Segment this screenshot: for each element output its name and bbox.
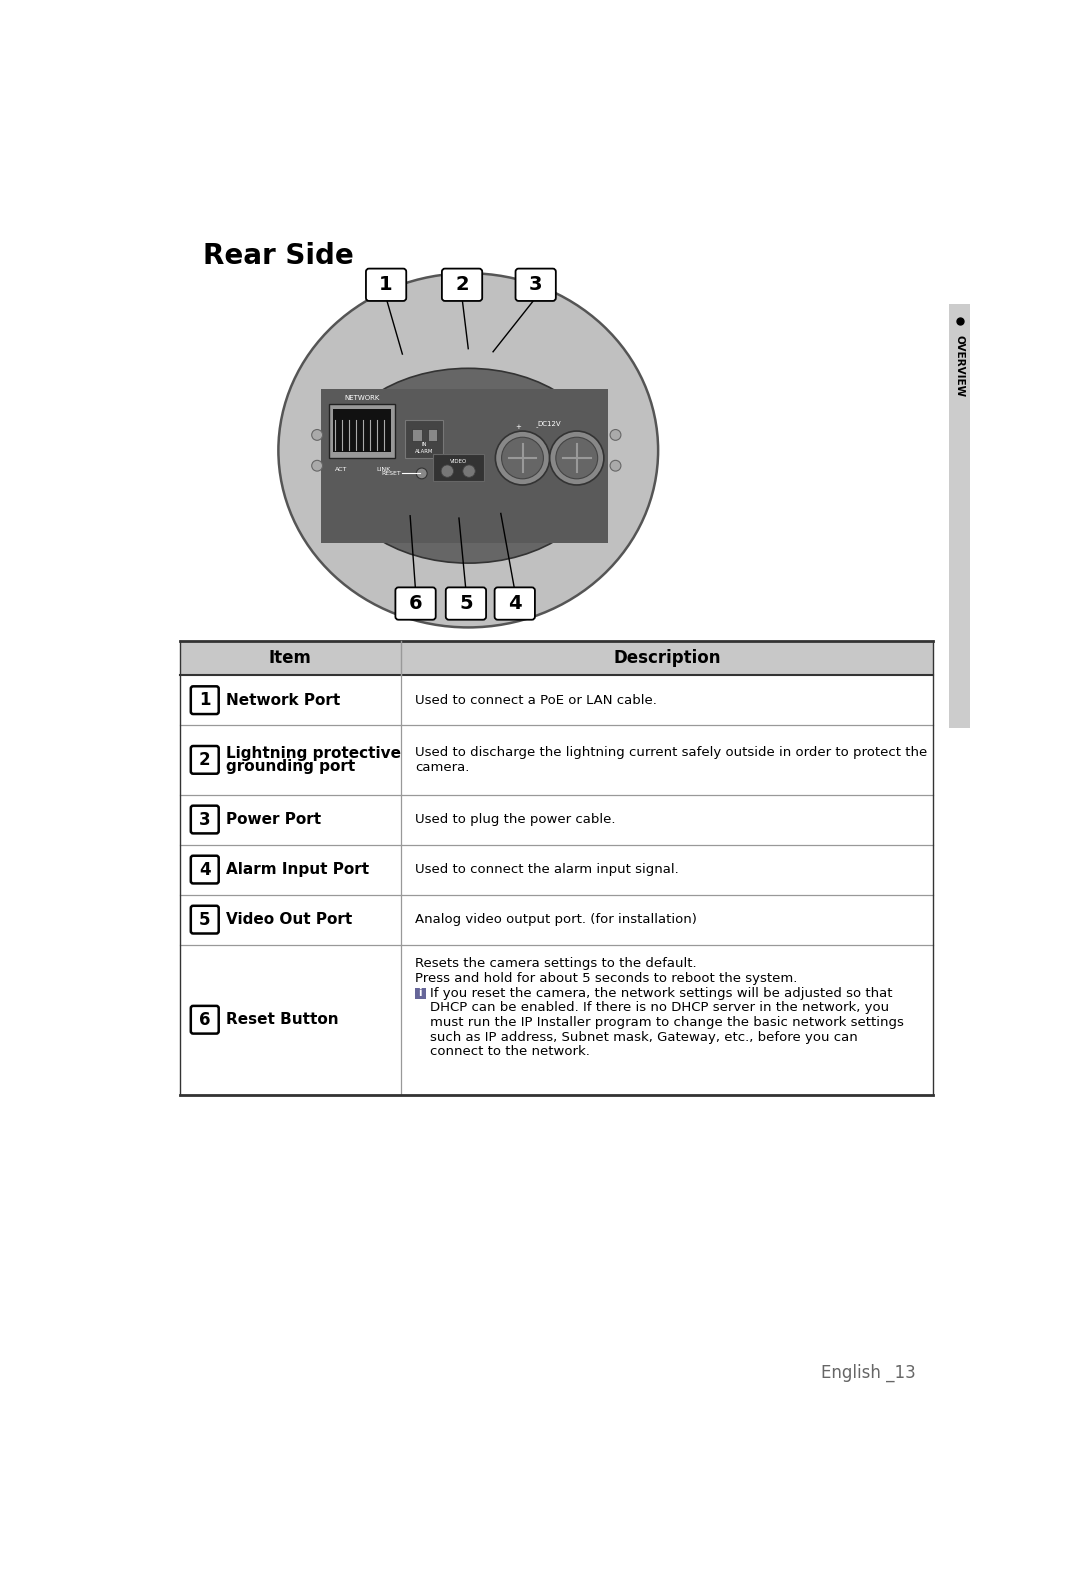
- FancyBboxPatch shape: [191, 1005, 218, 1034]
- Circle shape: [416, 468, 428, 479]
- Text: 6: 6: [199, 1010, 211, 1029]
- FancyBboxPatch shape: [191, 806, 218, 833]
- Text: Used to connect the alarm input signal.: Used to connect the alarm input signal.: [415, 862, 678, 877]
- Text: ACT: ACT: [335, 467, 348, 471]
- Text: Used to connect a PoE or LAN cable.: Used to connect a PoE or LAN cable.: [415, 694, 657, 707]
- FancyBboxPatch shape: [495, 588, 535, 619]
- Text: RESET: RESET: [381, 471, 401, 476]
- Text: Resets the camera settings to the default.: Resets the camera settings to the defaul…: [415, 957, 697, 971]
- Circle shape: [312, 429, 323, 440]
- Text: 5: 5: [199, 911, 211, 928]
- Bar: [433, 454, 484, 481]
- Text: Network Port: Network Port: [227, 693, 340, 707]
- FancyBboxPatch shape: [366, 269, 406, 302]
- Text: Lightning protective: Lightning protective: [227, 746, 402, 760]
- Text: 5: 5: [459, 594, 473, 613]
- Text: 1: 1: [199, 691, 211, 709]
- Bar: [321, 388, 608, 542]
- Bar: [948, 305, 971, 727]
- FancyBboxPatch shape: [446, 588, 486, 619]
- Text: 2: 2: [456, 275, 469, 294]
- Text: such as IP address, Subnet mask, Gateway, etc., before you can: such as IP address, Subnet mask, Gateway…: [430, 1031, 858, 1043]
- Bar: [180, 641, 933, 676]
- Text: Description: Description: [613, 649, 720, 668]
- Text: -: -: [536, 424, 538, 430]
- Text: Used to discharge the lightning current safely outside in order to protect the: Used to discharge the lightning current …: [415, 746, 927, 759]
- Text: IN: IN: [421, 441, 427, 446]
- Text: Rear Side: Rear Side: [203, 242, 354, 270]
- Bar: [428, 429, 437, 441]
- Text: 4: 4: [199, 861, 211, 878]
- Text: Reset Button: Reset Button: [227, 1012, 339, 1027]
- Text: VIDEO: VIDEO: [450, 459, 468, 465]
- FancyBboxPatch shape: [191, 746, 218, 775]
- Text: 3: 3: [199, 811, 211, 828]
- Text: connect to the network.: connect to the network.: [430, 1045, 590, 1059]
- Text: Alarm Input Port: Alarm Input Port: [227, 862, 369, 877]
- FancyBboxPatch shape: [191, 906, 218, 933]
- Text: 3: 3: [529, 275, 542, 294]
- Text: 2: 2: [199, 751, 211, 768]
- Text: i: i: [418, 988, 422, 998]
- Circle shape: [312, 460, 323, 471]
- Bar: [405, 419, 444, 459]
- Ellipse shape: [279, 273, 658, 627]
- Circle shape: [496, 430, 550, 485]
- FancyBboxPatch shape: [442, 269, 482, 302]
- Text: DC12V: DC12V: [538, 421, 562, 427]
- Text: LINK: LINK: [377, 467, 391, 471]
- Bar: [180, 795, 933, 845]
- Text: camera.: camera.: [415, 760, 469, 773]
- Bar: [328, 404, 394, 459]
- FancyBboxPatch shape: [191, 856, 218, 883]
- Text: 1: 1: [379, 275, 393, 294]
- Text: 4: 4: [508, 594, 522, 613]
- Text: grounding port: grounding port: [227, 759, 355, 775]
- Circle shape: [463, 465, 475, 478]
- Circle shape: [441, 465, 454, 478]
- Circle shape: [550, 430, 604, 485]
- Text: NETWORK: NETWORK: [345, 394, 379, 401]
- Ellipse shape: [332, 368, 605, 562]
- Text: Power Port: Power Port: [227, 812, 322, 826]
- FancyBboxPatch shape: [191, 687, 218, 715]
- Text: OVERVIEW: OVERVIEW: [955, 335, 964, 397]
- Text: Used to plug the power cable.: Used to plug the power cable.: [415, 814, 616, 826]
- Bar: [180, 944, 933, 1095]
- Text: +: +: [515, 424, 522, 430]
- FancyBboxPatch shape: [395, 588, 435, 619]
- Text: If you reset the camera, the network settings will be adjusted so that: If you reset the camera, the network set…: [430, 987, 893, 999]
- Bar: [333, 408, 391, 452]
- Text: must run the IP Installer program to change the basic network settings: must run the IP Installer program to cha…: [430, 1016, 904, 1029]
- Text: Press and hold for about 5 seconds to reboot the system.: Press and hold for about 5 seconds to re…: [415, 972, 797, 985]
- Circle shape: [501, 437, 543, 479]
- Bar: [415, 988, 426, 999]
- Text: 6: 6: [408, 594, 422, 613]
- FancyBboxPatch shape: [515, 269, 556, 302]
- Circle shape: [556, 437, 597, 479]
- Text: DHCP can be enabled. If there is no DHCP server in the network, you: DHCP can be enabled. If there is no DHCP…: [430, 1001, 890, 1015]
- Circle shape: [610, 460, 621, 471]
- Bar: [180, 845, 933, 894]
- Text: ALARM: ALARM: [415, 449, 433, 454]
- Bar: [180, 726, 933, 795]
- Bar: [180, 676, 933, 726]
- Bar: [413, 429, 422, 441]
- Text: Item: Item: [269, 649, 312, 668]
- Text: Analog video output port. (for installation): Analog video output port. (for installat…: [415, 913, 697, 927]
- Circle shape: [610, 429, 621, 440]
- Bar: [180, 894, 933, 944]
- Text: English _13: English _13: [822, 1364, 916, 1382]
- Text: Video Out Port: Video Out Port: [227, 913, 353, 927]
